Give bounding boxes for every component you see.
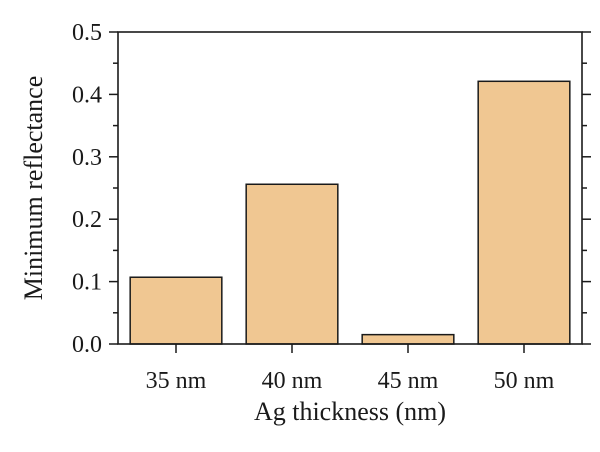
x-tick-label: 40 nm: [262, 368, 323, 394]
y-tick-label: 0.0: [72, 332, 102, 358]
y-axis-title: Minimum reflectance: [19, 76, 48, 301]
bars-group: [129, 80, 571, 345]
y-tick-label: 0.5: [72, 20, 102, 46]
x-tick-label: 45 nm: [378, 368, 439, 394]
bar-50-nm: [477, 80, 571, 345]
y-tick-label: 0.4: [72, 82, 102, 108]
ticks-group: [109, 31, 591, 353]
y-tick-labels: 0.0 0.1 0.2 0.3 0.4 0.5: [72, 20, 102, 358]
x-tick-labels: 35 nm 40 nm 45 nm 50 nm: [146, 368, 555, 394]
bar-45-nm: [361, 333, 455, 345]
y-tick-label: 0.3: [72, 145, 102, 171]
y-tick-label: 0.2: [72, 207, 102, 233]
bar-40-nm: [245, 183, 339, 345]
x-tick-label: 50 nm: [494, 368, 555, 394]
x-axis-title: Ag thickness (nm): [254, 397, 446, 426]
bar-35-nm: [129, 276, 223, 345]
y-tick-label: 0.1: [72, 270, 102, 296]
x-tick-label: 35 nm: [146, 368, 207, 394]
plot-frame: [117, 31, 583, 345]
